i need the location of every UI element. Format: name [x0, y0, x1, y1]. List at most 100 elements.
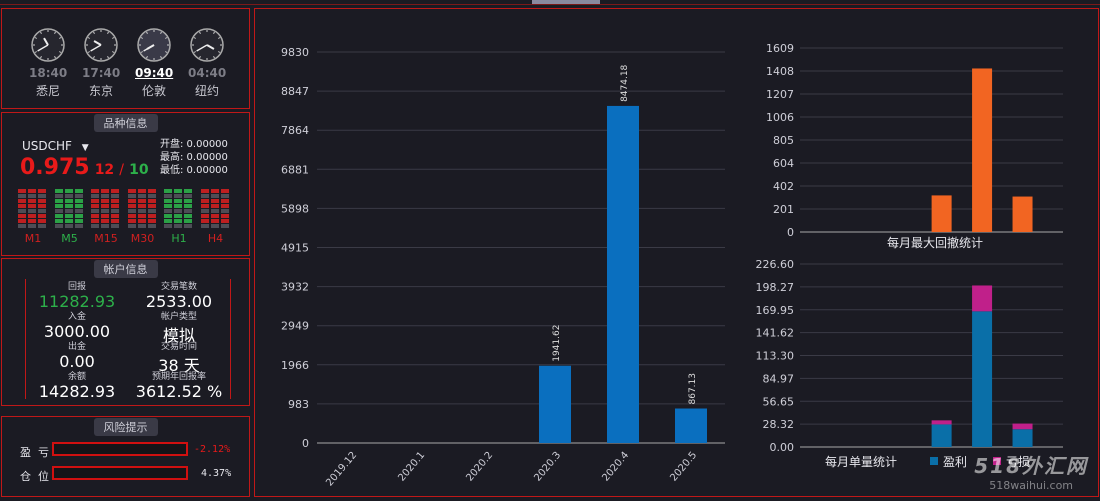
- timeframe-m1[interactable]: M1: [18, 189, 48, 245]
- signal-cell: [210, 214, 219, 218]
- signal-cell: [64, 204, 73, 208]
- y-tick-label: 0.00: [770, 441, 795, 454]
- signal-cell: [111, 194, 119, 198]
- timeframe-h4[interactable]: H4: [200, 189, 231, 245]
- top-tab[interactable]: [532, 0, 600, 4]
- signal-cell: [38, 214, 46, 218]
- y-tick-label: 0: [302, 437, 309, 450]
- clock-sydney[interactable]: 18:40 悉尼: [29, 27, 67, 99]
- signal-cell: [200, 224, 209, 228]
- signal-cell: [137, 224, 146, 228]
- bar-profit: [931, 424, 952, 447]
- signal-cell: [101, 199, 109, 203]
- clock-time: 17:40: [82, 66, 121, 80]
- clock-time: 04:40: [188, 66, 227, 80]
- signal-cell: [18, 194, 26, 198]
- signal-cell: [74, 219, 83, 223]
- signal-cell: [184, 219, 192, 223]
- bar: [972, 68, 993, 233]
- pl-bar: [52, 442, 188, 456]
- watermark-line1: 518外汇网: [974, 454, 1088, 478]
- signal-cell: [91, 224, 99, 228]
- signal-cell: [28, 204, 36, 208]
- signal-cell: [147, 199, 156, 203]
- signal-cell: [174, 204, 182, 208]
- timeframe-m15[interactable]: M15: [91, 189, 121, 245]
- signal-cell: [38, 199, 46, 203]
- x-tick-label: 2020.1: [396, 450, 427, 484]
- legend-swatch-loss: [993, 457, 1001, 465]
- account-item-value: 0.00: [59, 352, 95, 371]
- account-frame: [25, 279, 231, 399]
- price-slash: /: [119, 162, 124, 178]
- timeframe-h1[interactable]: H1: [164, 189, 194, 245]
- x-tick-label: 2020.3: [532, 450, 563, 484]
- signal-cell: [54, 214, 63, 218]
- signal-cell: [184, 214, 192, 218]
- signal-cell: [54, 199, 63, 203]
- timeframe-signals: M1 M5 M15 M30 H1 H4: [18, 189, 238, 245]
- signal-cell: [127, 194, 136, 198]
- signal-cell: [184, 209, 192, 213]
- timeframe-m30[interactable]: M30: [127, 189, 158, 245]
- account-item-value: 模拟: [162, 326, 195, 345]
- y-tick-label: 226.60: [756, 258, 795, 271]
- signal-cell: [18, 209, 26, 213]
- signal-cell: [127, 199, 136, 203]
- open-value: : 0.00000: [180, 139, 228, 150]
- bar: [675, 408, 707, 443]
- signal-cell: [200, 209, 209, 213]
- clock-face-icon: [31, 28, 65, 62]
- y-tick-label: 3932: [281, 281, 309, 294]
- bar: [607, 105, 639, 444]
- account-item-value: 14282.93: [38, 382, 116, 401]
- bar-profit: [1012, 429, 1033, 447]
- low-label: 最低: [160, 165, 180, 176]
- signal-cell: [127, 224, 136, 228]
- x-tick-label: 2020.4: [600, 450, 631, 484]
- signal-cell: [18, 219, 26, 223]
- signal-cell: [28, 199, 36, 203]
- clock-face-icon: [137, 28, 171, 62]
- signal-cell: [200, 219, 209, 223]
- symbol-select[interactable]: USDCHF ▼: [22, 139, 89, 153]
- bar-value-label: 1941.62: [552, 325, 562, 362]
- signal-cell: [38, 224, 46, 228]
- signal-cell: [210, 209, 219, 213]
- signal-cell: [111, 204, 119, 208]
- signal-cell: [200, 189, 209, 193]
- signal-cell: [164, 189, 172, 193]
- signal-cell: [28, 224, 36, 228]
- account-item-label: 出金: [67, 342, 86, 352]
- account-item: 出金 0.00: [26, 339, 128, 371]
- signal-cell: [111, 189, 119, 193]
- signal-cell: [164, 199, 172, 203]
- clock-newyork[interactable]: 04:40 纽约: [188, 27, 226, 99]
- signal-cell: [18, 204, 26, 208]
- y-tick-label: 1408: [766, 65, 794, 78]
- signal-cell: [74, 209, 83, 213]
- signal-cell: [184, 224, 192, 228]
- signal-cell: [18, 214, 26, 218]
- signal-cell: [64, 189, 73, 193]
- timeframe-m5[interactable]: M5: [54, 189, 85, 245]
- legend-label-loss: 亏损: [1006, 455, 1030, 469]
- x-tick-label: 2019.12: [324, 450, 359, 489]
- signal-cell: [200, 199, 209, 203]
- signal-cell: [74, 199, 83, 203]
- signal-cell: [164, 209, 172, 213]
- signal-cell: [91, 199, 99, 203]
- chevron-down-icon: ▼: [81, 143, 89, 153]
- signal-cell: [28, 194, 36, 198]
- signal-cell: [220, 219, 229, 223]
- signal-cell: [64, 224, 73, 228]
- y-tick-label: 6881: [281, 163, 309, 176]
- y-tick-label: 7864: [281, 124, 309, 137]
- bar: [1012, 196, 1033, 232]
- signal-cell: [127, 209, 136, 213]
- clock-tokyo[interactable]: 17:40 东京: [82, 27, 120, 99]
- signal-cell: [28, 214, 36, 218]
- signal-cell: [147, 194, 156, 198]
- clock-london[interactable]: 09:40 伦敦: [135, 27, 173, 99]
- account-item: 帐户类型 模拟: [128, 309, 230, 346]
